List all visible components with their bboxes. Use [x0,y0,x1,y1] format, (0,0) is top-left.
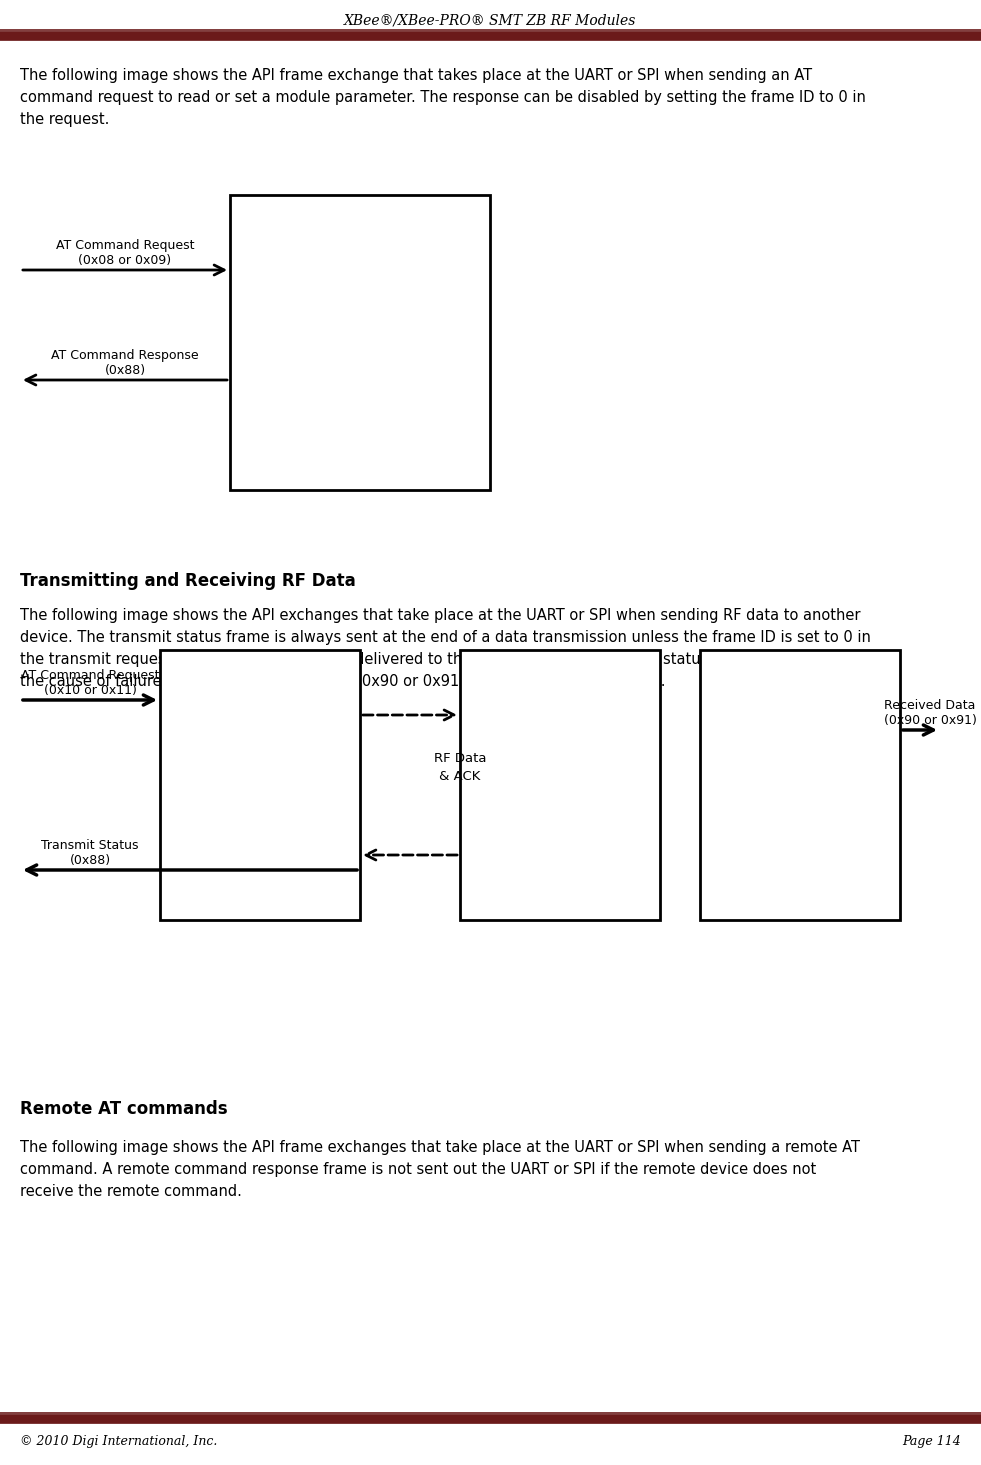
Text: (0x88): (0x88) [104,363,145,377]
Text: (0x90 or 0x91): (0x90 or 0x91) [884,713,976,727]
Text: (0x10 or 0x11): (0x10 or 0x11) [43,684,136,697]
Text: receive the remote command.: receive the remote command. [20,1184,242,1198]
Text: Page 114: Page 114 [903,1436,961,1447]
Text: © 2010 Digi International, Inc.: © 2010 Digi International, Inc. [20,1436,218,1447]
Text: The following image shows the API frame exchange that takes place at the UART or: The following image shows the API frame … [20,67,812,84]
Text: & ACK: & ACK [439,771,481,782]
Bar [230,195,490,489]
Text: the transmit request. If the packet cannot be delivered to the destination, the : the transmit request. If the packet cann… [20,652,849,667]
Text: XBee®/XBee-PRO® SMT ZB RF Modules: XBee®/XBee-PRO® SMT ZB RF Modules [344,15,637,28]
Text: command request to read or set a module parameter. The response can be disabled : command request to read or set a module … [20,89,866,105]
Text: AT Command Request: AT Command Request [21,670,159,683]
Text: the request.: the request. [20,111,109,127]
Bar [160,650,360,920]
Bar [460,650,660,920]
Text: command. A remote command response frame is not sent out the UART or SPI if the : command. A remote command response frame… [20,1162,816,1176]
Text: device. The transmit status frame is always sent at the end of a data transmissi: device. The transmit status frame is alw… [20,630,871,645]
Text: the cause of failure. The received data frame (0x90 or 0x91) is set by the AP co: the cause of failure. The received data … [20,674,665,689]
Bar [700,650,900,920]
Text: RF Data: RF Data [434,752,487,765]
Text: Transmitting and Receiving RF Data: Transmitting and Receiving RF Data [20,571,356,590]
Text: (0x08 or 0x09): (0x08 or 0x09) [78,253,172,267]
Text: Transmit Status: Transmit Status [41,839,138,853]
Text: Received Data: Received Data [884,699,976,712]
Text: The following image shows the API exchanges that take place at the UART or SPI w: The following image shows the API exchan… [20,608,860,623]
Text: AT Command Request: AT Command Request [56,239,194,252]
Text: AT Command Response: AT Command Response [51,349,199,362]
Text: Remote AT commands: Remote AT commands [20,1100,228,1118]
Text: (0x88): (0x88) [70,854,111,867]
Text: The following image shows the API frame exchanges that take place at the UART or: The following image shows the API frame … [20,1140,860,1154]
